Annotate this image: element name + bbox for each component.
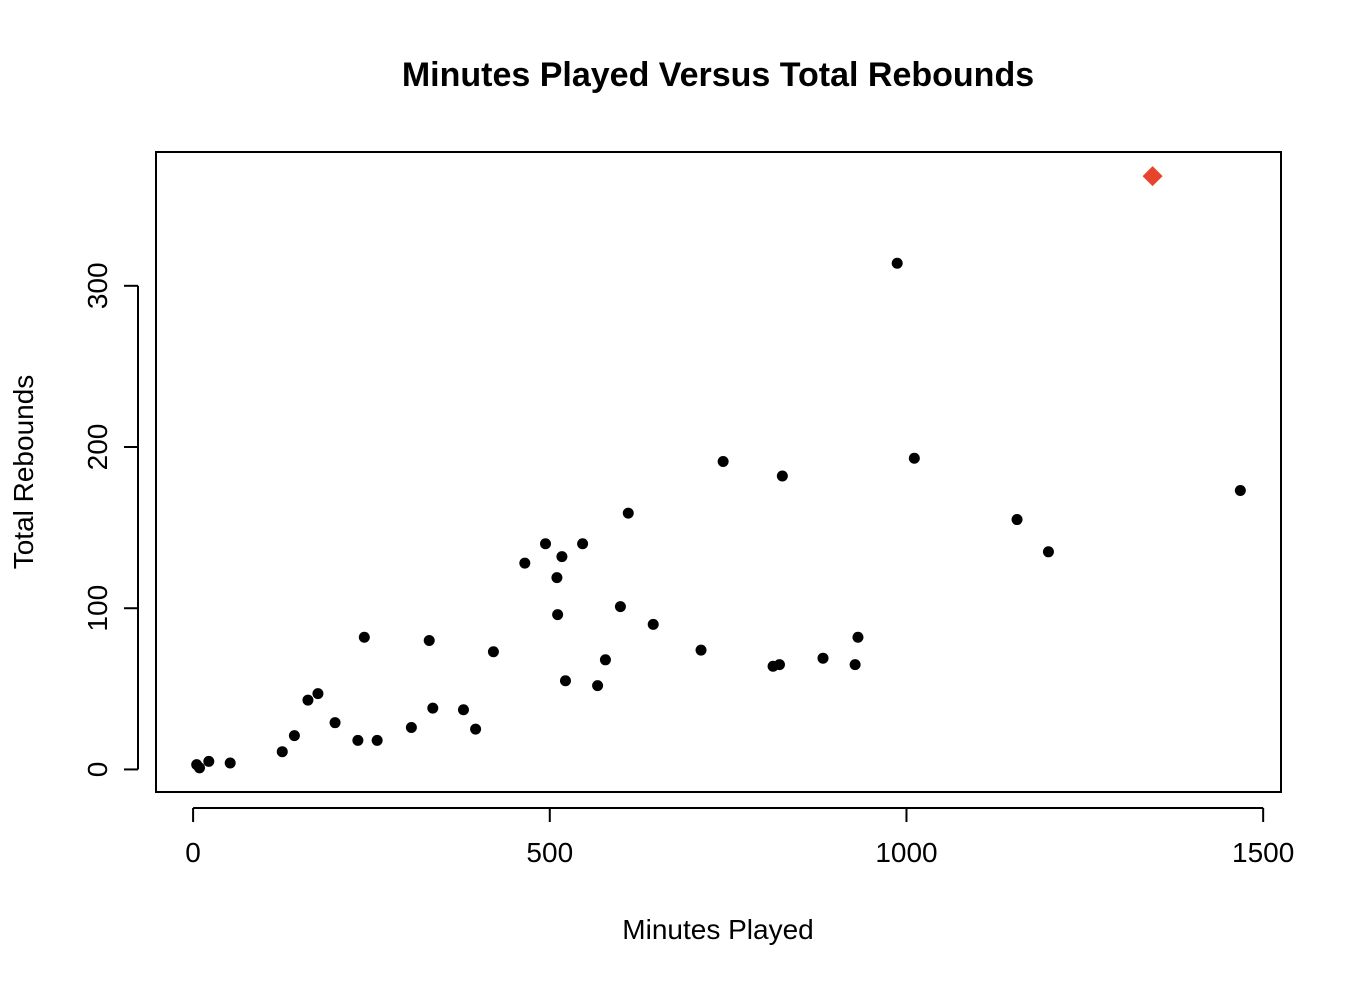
data-point — [647, 618, 659, 630]
y-tick-label: 100 — [82, 585, 113, 632]
y-tick-label: 200 — [82, 424, 113, 471]
data-point — [552, 609, 564, 621]
data-point — [1042, 546, 1054, 558]
chart-title: Minutes Played Versus Total Rebounds — [402, 56, 1034, 94]
data-point — [194, 762, 206, 774]
plot-frame — [155, 151, 1282, 793]
data-point — [224, 757, 236, 769]
data-point — [329, 717, 341, 729]
data-point — [817, 652, 829, 664]
x-axis: 0 500 1000 1500 — [185, 807, 1294, 868]
x-tick-label: 1000 — [875, 837, 937, 868]
data-point — [540, 538, 552, 550]
data-point — [302, 694, 314, 706]
data-point — [559, 675, 571, 687]
data-point — [622, 507, 634, 519]
data-point — [852, 631, 864, 643]
y-tick-label: 300 — [82, 262, 113, 309]
data-points — [191, 166, 1246, 774]
data-point — [891, 257, 903, 269]
y-tick-label: 0 — [82, 762, 113, 778]
x-tick-label: 0 — [185, 837, 201, 868]
data-point — [717, 456, 729, 468]
x-axis-label: Minutes Played — [622, 914, 813, 945]
data-point — [371, 734, 383, 746]
data-point — [487, 646, 499, 658]
data-point — [405, 722, 417, 734]
data-point — [276, 746, 288, 758]
data-point — [776, 470, 788, 482]
data-point — [599, 654, 611, 666]
data-point — [1234, 485, 1246, 497]
data-point — [577, 538, 589, 550]
data-point — [556, 551, 568, 563]
data-point — [423, 634, 435, 646]
data-point — [203, 755, 215, 767]
data-point — [358, 631, 370, 643]
data-point — [457, 704, 469, 716]
data-point — [551, 572, 563, 584]
data-point — [288, 730, 300, 742]
y-axis-label: Total Rebounds — [8, 375, 39, 570]
data-point — [773, 659, 785, 671]
data-point — [519, 557, 531, 569]
data-point — [614, 601, 626, 613]
x-tick-label: 1500 — [1232, 837, 1294, 868]
data-point — [312, 688, 324, 700]
data-point — [470, 723, 482, 735]
highlight-point — [1142, 166, 1163, 187]
y-axis: 0 100 200 300 — [82, 262, 139, 778]
data-point — [352, 734, 364, 746]
data-point — [908, 452, 920, 464]
x-tick-label: 500 — [526, 837, 573, 868]
data-point — [1011, 514, 1023, 526]
data-point — [849, 659, 861, 671]
data-point — [427, 702, 439, 714]
data-point — [695, 644, 707, 656]
data-point — [592, 680, 604, 692]
